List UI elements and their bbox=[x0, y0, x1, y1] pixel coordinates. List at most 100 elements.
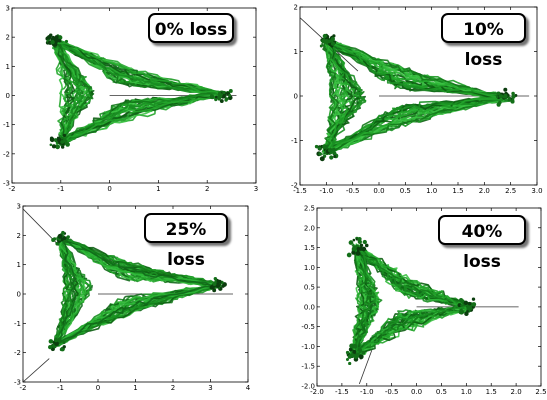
x-tick-label: 1.5 bbox=[452, 187, 463, 195]
vertex-cluster-point bbox=[51, 144, 57, 149]
panel-25-loss: -2 -1 0 1 2 3 4 -3 -2 -1 0 1 2 3 25% loss bbox=[0, 200, 273, 400]
y-tick-label: 1 bbox=[17, 261, 21, 269]
loss-label-badge: 40% loss bbox=[438, 215, 526, 272]
vertex-cluster-point bbox=[511, 91, 515, 96]
vertex-cluster-point bbox=[348, 347, 353, 352]
x-tick-label: -1 bbox=[57, 185, 64, 193]
vertex-cluster-point bbox=[333, 155, 337, 158]
x-tick-label: -2 bbox=[20, 384, 27, 392]
vertex-cluster-point bbox=[319, 44, 323, 48]
y-tick-label: 0 bbox=[17, 291, 21, 299]
vertex-cluster-point bbox=[227, 95, 233, 101]
vertex-cluster-point bbox=[221, 284, 225, 288]
vertex-cluster-point bbox=[362, 239, 367, 245]
vertex-cluster-point bbox=[218, 92, 222, 96]
trajectory-line bbox=[53, 237, 216, 345]
vertex-cluster-point bbox=[224, 98, 228, 102]
vertex-cluster-point bbox=[50, 39, 55, 45]
vertex-cluster-point bbox=[57, 38, 62, 43]
vertex-cluster-point bbox=[356, 247, 360, 251]
vertex-cluster-point bbox=[228, 89, 233, 93]
vertex-cluster-point bbox=[458, 298, 464, 303]
x-tick-label: 0.5 bbox=[436, 388, 447, 396]
vertex-cluster-point bbox=[351, 250, 356, 255]
chart-40-loss: -2.0 -1.5 -1.0 -0.5 0.0 0.5 1.0 1.5 2.0 2.5 -2.0 -1… bbox=[301, 205, 546, 397]
vertex-cluster-point bbox=[51, 238, 56, 242]
vertex-cluster-point bbox=[61, 140, 64, 144]
vertex-cluster-point bbox=[62, 340, 66, 344]
vertex-cluster-point bbox=[359, 243, 364, 248]
vertex-cluster-point bbox=[55, 241, 60, 246]
x-tick-label: -0.5 bbox=[346, 187, 360, 195]
vertex-cluster-point bbox=[58, 44, 62, 48]
vertex-cluster-point bbox=[358, 246, 363, 251]
trajectory-group bbox=[345, 236, 519, 385]
x-tick-label: 3.0 bbox=[531, 187, 542, 195]
vertex-cluster-point bbox=[466, 310, 469, 313]
vertex-cluster-point bbox=[364, 243, 369, 248]
y-tick-label: 3 bbox=[6, 5, 10, 13]
x-tick-label: 0 bbox=[96, 384, 100, 392]
y-tick-label: -3 bbox=[3, 180, 10, 188]
vertex-cluster-point bbox=[322, 144, 327, 150]
loss-label-badge: 10% loss bbox=[441, 13, 526, 70]
vertex-cluster-point bbox=[357, 348, 363, 353]
x-tick-label: 1 bbox=[156, 185, 160, 193]
vertex-cluster-point bbox=[498, 94, 504, 99]
x-tick-label: 1 bbox=[133, 384, 137, 392]
x-tick-label: 2 bbox=[171, 384, 175, 392]
x-tick-label: 1.5 bbox=[486, 388, 497, 396]
y-tick-label: 0.5 bbox=[304, 284, 315, 292]
y-tick-label: -0.5 bbox=[301, 323, 315, 331]
y-tick-label: 2 bbox=[6, 34, 10, 42]
trajectory-group bbox=[45, 33, 237, 150]
y-tick-label: 0.0 bbox=[304, 303, 315, 311]
vertex-cluster-point bbox=[49, 137, 55, 143]
x-tick-label: 0.0 bbox=[373, 187, 384, 195]
x-tick-label: -1.0 bbox=[319, 187, 333, 195]
panel-10-loss: -1.5 -1.0 -0.5 0.0 0.5 1.0 1.5 2.0 2.5 3.0 -2 -1 0 1 2… bbox=[273, 0, 547, 200]
x-tick-label: 1.0 bbox=[461, 388, 472, 396]
vertex-cluster-point bbox=[348, 361, 352, 366]
y-tick-label: 0 bbox=[294, 93, 298, 101]
vertex-cluster-point bbox=[331, 147, 336, 152]
vertex-cluster-point bbox=[503, 93, 508, 99]
vertex-cluster-point bbox=[361, 350, 366, 355]
x-tick-label: 2.0 bbox=[511, 388, 522, 396]
y-tick-label: -1.0 bbox=[301, 343, 315, 351]
trajectory-line bbox=[57, 39, 225, 141]
trajectory-line bbox=[52, 39, 226, 142]
vertex-cluster-point bbox=[318, 152, 323, 156]
x-tick-label: -0.5 bbox=[385, 388, 399, 396]
vertex-cluster-point bbox=[346, 252, 352, 258]
vertex-cluster-point bbox=[503, 87, 508, 92]
x-tick-label: 3 bbox=[254, 185, 258, 193]
vertex-cluster-point bbox=[212, 288, 217, 293]
trajectory-group bbox=[300, 17, 530, 162]
vertex-cluster-point bbox=[57, 233, 63, 239]
vertex-cluster-point bbox=[495, 95, 499, 99]
vertex-cluster-point bbox=[319, 156, 325, 162]
x-tick-label: 2 bbox=[205, 185, 209, 193]
y-tick-label: 3 bbox=[17, 203, 21, 211]
vertex-cluster-point bbox=[330, 36, 335, 42]
vertex-cluster-point bbox=[55, 144, 60, 150]
x-tick-label: 2.5 bbox=[505, 187, 516, 195]
vertex-cluster-point bbox=[330, 41, 336, 46]
trajectory-line bbox=[326, 39, 511, 152]
vertex-cluster-point bbox=[329, 155, 334, 160]
vertex-cluster-point bbox=[48, 339, 54, 344]
vertex-cluster-point bbox=[345, 357, 349, 361]
vertex-cluster-point bbox=[511, 94, 516, 99]
trajectory-line bbox=[323, 38, 507, 154]
vertex-cluster-point bbox=[63, 139, 68, 144]
vertex-cluster-point bbox=[65, 142, 70, 147]
vertex-cluster-point bbox=[352, 343, 358, 349]
x-tick-label: 3 bbox=[208, 384, 212, 392]
vertex-cluster-point bbox=[228, 93, 232, 97]
vertex-cluster-point bbox=[62, 345, 66, 349]
vertex-cluster-point bbox=[57, 337, 62, 342]
trajectory-line bbox=[51, 38, 224, 144]
panel-0-loss: -2 -1 0 1 2 3 -3 -2 -1 0 1 2 3 0% loss bbox=[0, 0, 273, 200]
x-tick-label: 4 bbox=[246, 384, 251, 392]
